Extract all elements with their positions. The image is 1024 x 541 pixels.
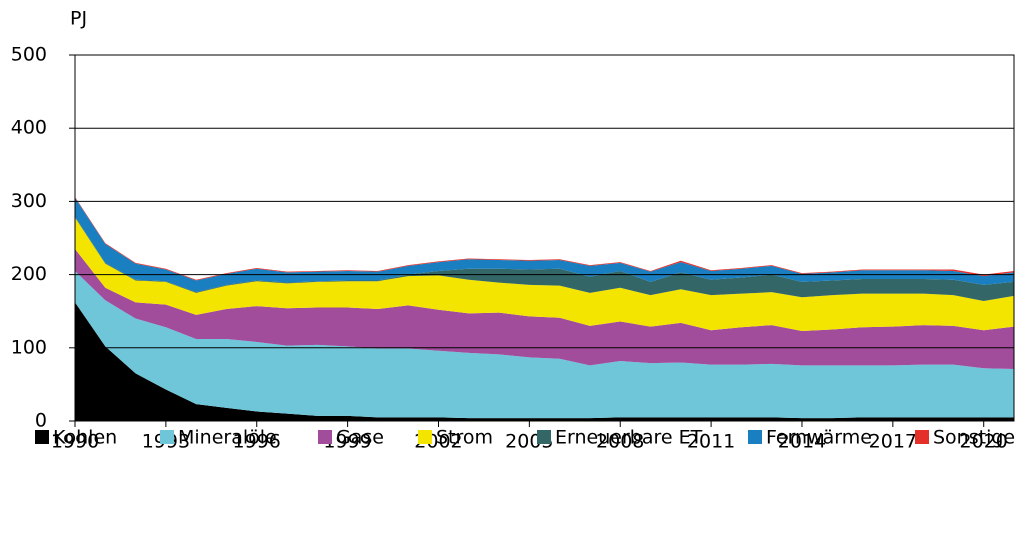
area — [75, 216, 1014, 301]
legend-label: Fernwärme — [766, 427, 872, 449]
legend-label: Kohlen — [53, 427, 117, 449]
legend-swatch — [160, 430, 174, 444]
x-tick-label: 2014 — [778, 431, 826, 453]
y-tick-label: 400 — [11, 117, 47, 139]
legend-swatch — [318, 430, 332, 444]
legend-swatch — [748, 430, 762, 444]
x-tick-label: 1990 — [51, 431, 99, 453]
y-tick-label: 500 — [11, 44, 47, 66]
legend-label: Erneuerbare ET — [555, 427, 703, 449]
legend-label: Sonstige — [933, 427, 1015, 449]
area — [75, 197, 1014, 293]
x-tick-label: 2011 — [687, 431, 735, 453]
x-tick-label: 2020 — [960, 431, 1008, 453]
legend-swatch — [35, 430, 49, 444]
area — [75, 248, 1014, 370]
legend-swatch — [915, 430, 929, 444]
y-axis-label: PJ — [70, 8, 87, 30]
legend-swatch — [418, 430, 432, 444]
area — [75, 270, 1014, 419]
area — [75, 217, 1014, 331]
legend-label: Strom — [436, 427, 493, 449]
y-tick-label: 200 — [11, 263, 47, 285]
y-tick-label: 0 — [35, 410, 47, 432]
x-tick-label: 1999 — [323, 431, 371, 453]
x-tick-label: 2008 — [596, 431, 644, 453]
y-tick-label: 100 — [11, 336, 47, 358]
legend-label: Gase — [336, 427, 384, 449]
x-tick-label: 1996 — [233, 431, 281, 453]
legend-label: Mineralöle — [178, 427, 277, 449]
area — [75, 302, 1014, 421]
plot-frame — [74, 54, 1015, 422]
x-tick-label: 2017 — [869, 431, 917, 453]
legend-swatch — [537, 430, 551, 444]
y-tick-label: 300 — [11, 190, 47, 212]
